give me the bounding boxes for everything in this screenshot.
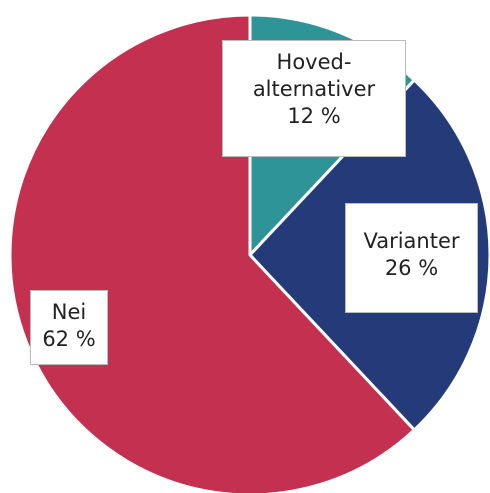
label-box: Hoved-alternativer 12 % bbox=[222, 40, 406, 157]
slice-label: Varianter bbox=[363, 229, 460, 253]
label-box: Varianter 26 % bbox=[345, 203, 478, 313]
slice-value-label: 26 % bbox=[384, 256, 439, 280]
slice-label: Hoved-alternativer bbox=[252, 50, 376, 101]
slice-value-label: 12 % bbox=[287, 104, 341, 128]
label-box: Nei 62 % bbox=[30, 290, 108, 365]
slice-label: Nei bbox=[51, 300, 87, 324]
pie-slice bbox=[8, 13, 416, 493]
slice-value-label: 62 % bbox=[42, 327, 96, 351]
